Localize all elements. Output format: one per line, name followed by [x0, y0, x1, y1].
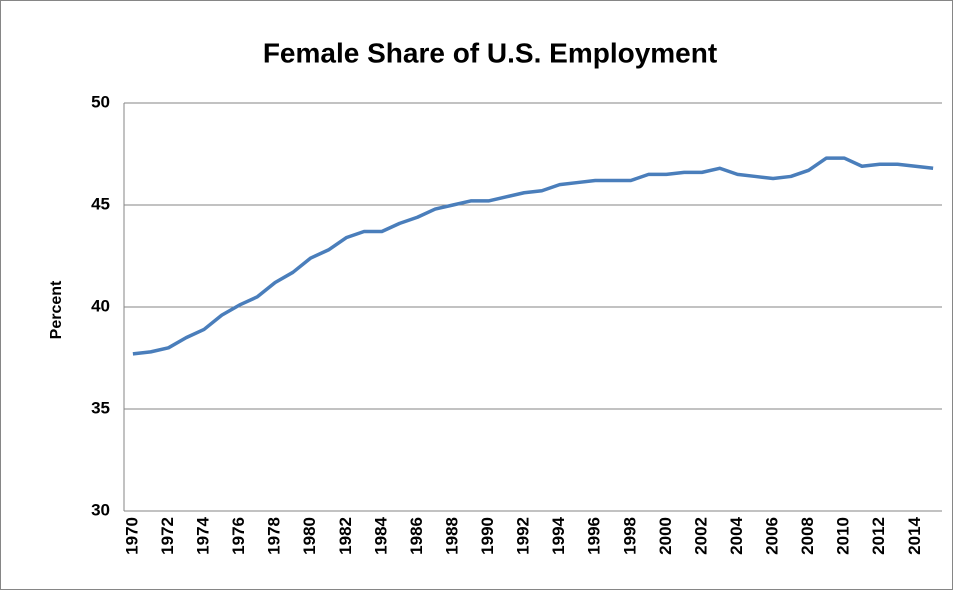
x-tick-label: 2008: [798, 517, 817, 555]
x-tick-label: 2004: [727, 516, 746, 554]
x-tick-label: 1998: [620, 517, 639, 555]
y-tick-label: 50: [91, 92, 110, 111]
y-tick-label: 40: [91, 296, 110, 315]
x-tick-label: 1990: [478, 517, 497, 555]
x-tick-label: 1974: [194, 516, 213, 554]
x-tick-label: 1984: [371, 516, 390, 554]
x-tick-label: 2010: [834, 517, 853, 555]
y-axis-label: Percent: [48, 280, 65, 339]
x-tick-label: 1972: [158, 517, 177, 555]
data-line: [132, 156, 934, 356]
x-tick-label: 2000: [656, 517, 675, 555]
x-tick-label: 1982: [336, 517, 355, 555]
x-tick-label: 1978: [265, 517, 284, 555]
x-tick-label: 2002: [691, 517, 710, 555]
x-tick-label: 1988: [442, 517, 461, 555]
x-tick-label: 1986: [407, 517, 426, 555]
chart-title: Female Share of U.S. Employment: [263, 37, 717, 68]
y-tick-label: 45: [91, 194, 110, 213]
x-tick-label: 1970: [122, 517, 141, 555]
x-tick-label: 2014: [905, 516, 924, 554]
x-tick-label: 1976: [229, 517, 248, 555]
x-tick-label: 1992: [514, 517, 533, 555]
y-tick-label: 35: [91, 398, 110, 417]
x-tick-label: 1994: [549, 516, 568, 554]
x-tick-label: 2012: [869, 517, 888, 555]
y-tick-label: 30: [91, 500, 110, 519]
x-tick-label: 1996: [585, 517, 604, 555]
x-tick-label: 1980: [300, 517, 319, 555]
x-tick-label: 2006: [763, 517, 782, 555]
